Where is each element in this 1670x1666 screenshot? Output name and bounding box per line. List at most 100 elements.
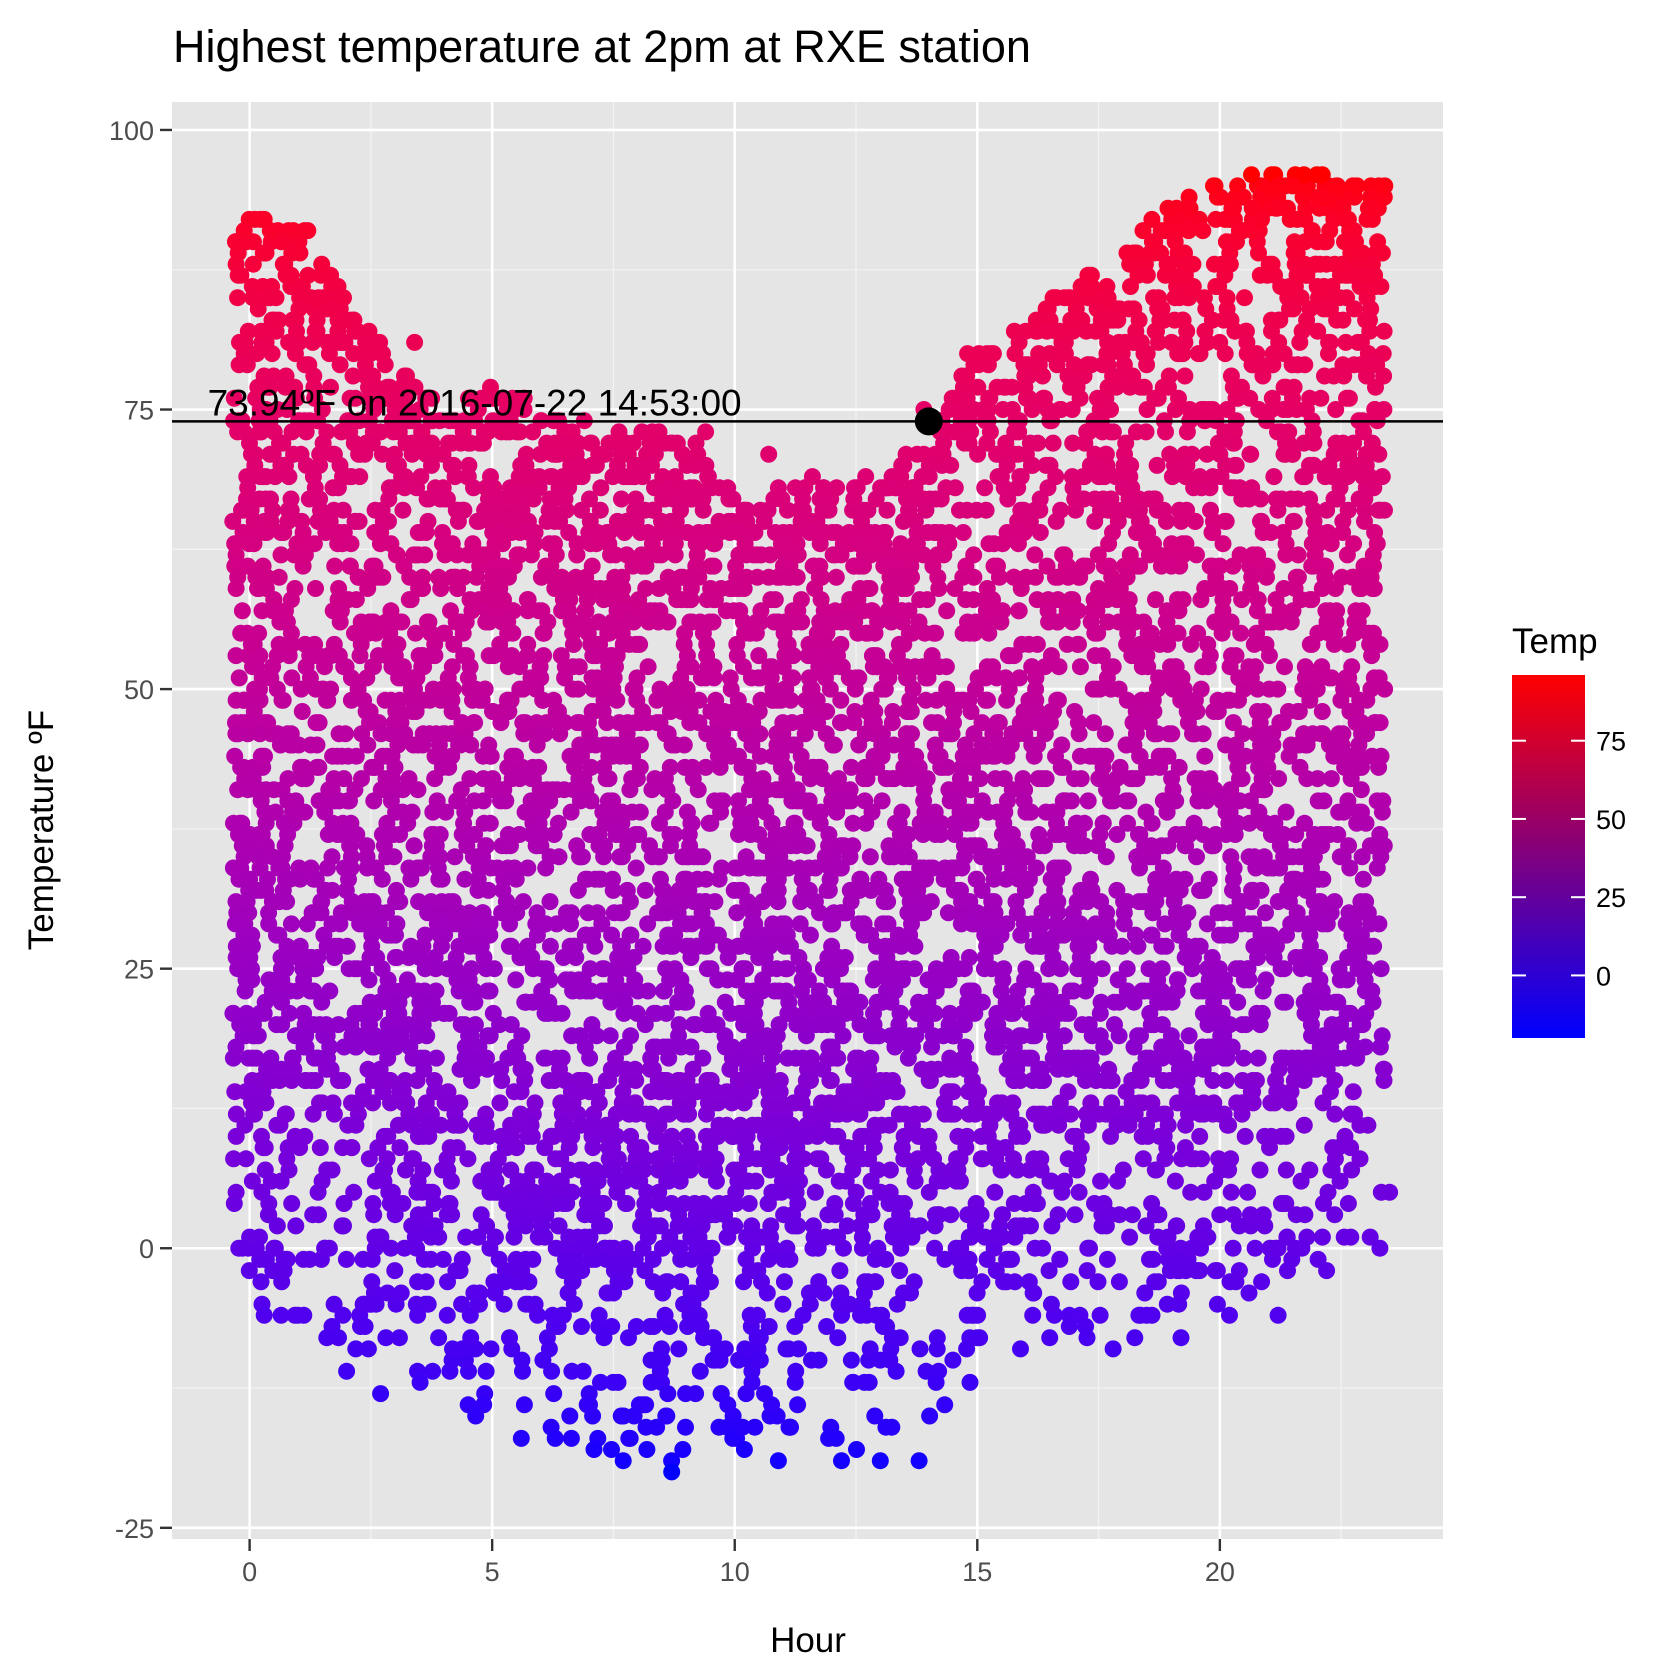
data-point (1207, 210, 1225, 228)
data-point (299, 266, 317, 284)
data-point (351, 647, 369, 665)
data-point (872, 1183, 890, 1201)
data-point (1242, 445, 1260, 463)
data-point (1253, 1273, 1271, 1291)
data-point (1291, 758, 1309, 776)
data-point (1077, 1072, 1094, 1089)
data-point (917, 501, 935, 519)
data-point (730, 792, 747, 810)
data-point (1012, 1340, 1029, 1358)
data-point (514, 893, 532, 911)
data-point (606, 546, 624, 564)
data-point (1374, 792, 1392, 810)
data-point (1277, 1161, 1295, 1179)
data-point (365, 1206, 383, 1224)
data-point (1201, 479, 1219, 497)
data-point (1340, 837, 1358, 855)
data-point (353, 960, 371, 978)
data-point (1092, 1172, 1110, 1190)
data-point (1375, 322, 1393, 340)
data-point (737, 960, 755, 978)
data-point (565, 1295, 583, 1313)
data-point (334, 1072, 352, 1089)
data-point (1029, 770, 1047, 788)
data-point (364, 1094, 382, 1112)
data-point (986, 1183, 1004, 1201)
data-point (445, 635, 463, 653)
data-point (936, 1396, 954, 1414)
data-point (386, 1262, 404, 1280)
data-point (342, 311, 360, 329)
data-point (637, 557, 655, 575)
data-point (877, 1418, 895, 1436)
data-point (1108, 826, 1126, 843)
data-point (677, 1418, 694, 1436)
data-point (1089, 389, 1106, 407)
data-point (1072, 770, 1090, 788)
data-point (317, 1016, 335, 1034)
data-point (330, 1329, 347, 1347)
data-point (799, 1072, 817, 1089)
data-point (377, 1329, 395, 1347)
data-point (998, 915, 1016, 933)
data-point (746, 1418, 764, 1436)
data-point (694, 1049, 712, 1067)
data-point (1091, 826, 1109, 843)
data-point (738, 546, 755, 564)
data-point (853, 1239, 871, 1257)
data-point (619, 714, 637, 732)
data-point (1146, 1206, 1164, 1224)
data-point (460, 456, 478, 474)
data-point (622, 1027, 640, 1045)
data-point (646, 770, 664, 788)
data-point (806, 1183, 824, 1201)
data-point (1024, 1306, 1042, 1324)
data-point (434, 479, 452, 497)
data-point (423, 837, 441, 855)
data-point (276, 1105, 294, 1123)
data-point (1010, 423, 1028, 441)
data-point (518, 591, 536, 609)
data-point (244, 255, 262, 273)
data-point (430, 870, 448, 888)
data-point (1285, 512, 1303, 530)
data-point (827, 568, 845, 586)
data-point (926, 1239, 944, 1257)
data-point (1261, 1139, 1278, 1157)
data-point (1199, 1228, 1217, 1246)
data-point (438, 1306, 456, 1324)
data-point (590, 837, 608, 855)
data-point (395, 1239, 413, 1257)
data-point (721, 1060, 739, 1078)
data-point (1096, 725, 1114, 743)
data-point (279, 501, 297, 519)
data-point (1277, 803, 1295, 821)
data-point (1217, 1072, 1235, 1089)
data-point (751, 747, 769, 765)
data-point (1071, 568, 1089, 586)
data-point (804, 1239, 822, 1257)
data-point (719, 1228, 737, 1246)
data-point (861, 848, 879, 866)
data-point (412, 468, 430, 486)
data-point (1215, 926, 1233, 944)
data-point (596, 1217, 613, 1235)
data-point (1166, 289, 1184, 307)
data-point (878, 557, 896, 575)
data-point (1327, 401, 1345, 418)
data-point (1159, 1116, 1177, 1134)
data-point (225, 814, 242, 832)
data-point (1368, 859, 1386, 877)
data-point (514, 1362, 531, 1380)
data-point (659, 1273, 677, 1291)
data-point (855, 770, 873, 788)
data-point (403, 803, 421, 821)
data-point (979, 803, 997, 821)
data-point (996, 803, 1014, 821)
data-point (925, 624, 943, 642)
data-point (472, 1127, 490, 1145)
data-point (999, 647, 1017, 665)
data-point (881, 1161, 899, 1179)
data-point (271, 434, 288, 452)
data-point (1205, 703, 1223, 720)
